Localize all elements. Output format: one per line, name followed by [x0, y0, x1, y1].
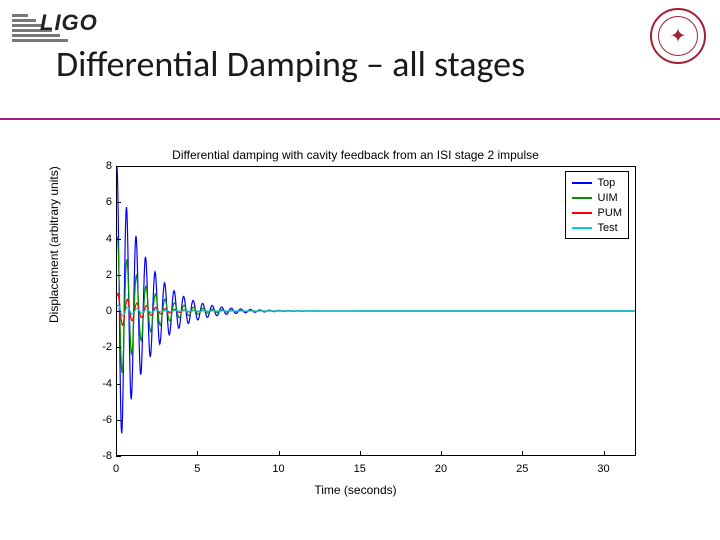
x-axis-label: Time (seconds)	[58, 483, 653, 497]
ytick-label: 2	[96, 269, 112, 281]
xtick-label: 25	[516, 463, 528, 475]
legend-label: Top	[598, 177, 616, 189]
trace-top	[117, 167, 635, 433]
ytick-label: 4	[96, 233, 112, 245]
legend-item: UIM	[572, 190, 622, 205]
legend-swatch	[572, 227, 592, 229]
ytick-label: -6	[96, 414, 112, 426]
seal-tree-icon: ✦	[670, 24, 687, 49]
xtick-label: 20	[435, 463, 447, 475]
legend-label: UIM	[598, 192, 618, 204]
legend-swatch	[572, 197, 592, 199]
chart-container: Differential damping with cavity feedbac…	[58, 150, 653, 495]
xtick-label: 5	[194, 463, 200, 475]
plot-area: Top UIM PUM Test	[116, 166, 636, 456]
legend-swatch	[572, 182, 592, 184]
legend-label: PUM	[598, 207, 622, 219]
legend-item: Test	[572, 220, 622, 235]
xtick-label: 30	[597, 463, 609, 475]
chart-title: Differential damping with cavity feedbac…	[58, 148, 653, 162]
legend-label: Test	[598, 222, 618, 234]
logo-text: LIGO	[40, 10, 98, 36]
ytick-label: -4	[96, 378, 112, 390]
header: LIGO ✦ Differential Damping – all stages	[0, 0, 720, 125]
page-title: Differential Damping – all stages	[56, 42, 525, 86]
ytick-label: 6	[96, 196, 112, 208]
legend-item: PUM	[572, 205, 622, 220]
ytick-label: -8	[96, 450, 112, 462]
ytick-label: 0	[96, 305, 112, 317]
y-axis-label: Displacement (arbitrary units)	[47, 166, 61, 323]
ytick-label: -2	[96, 341, 112, 353]
stanford-seal-icon: ✦	[650, 8, 706, 64]
xtick-label: 10	[272, 463, 284, 475]
title-underline	[0, 118, 720, 120]
xtick-label: 15	[354, 463, 366, 475]
chart-traces	[117, 167, 635, 455]
legend-swatch	[572, 212, 592, 214]
xtick-label: 0	[113, 463, 119, 475]
chart-legend: Top UIM PUM Test	[565, 171, 629, 239]
ytick-label: 8	[96, 160, 112, 172]
legend-item: Top	[572, 175, 622, 190]
